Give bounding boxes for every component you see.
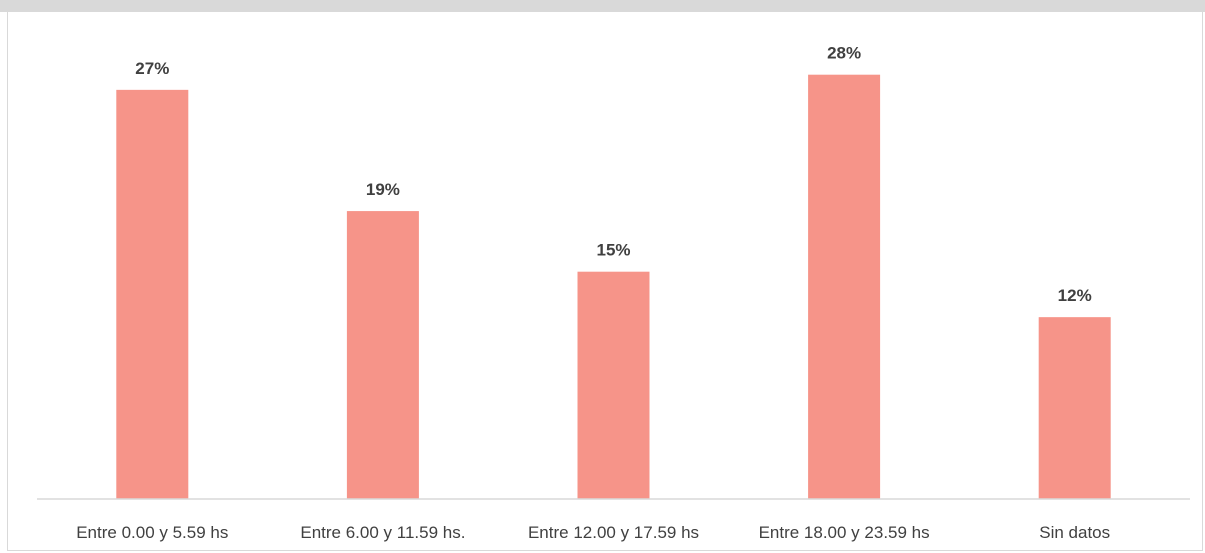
bar-3 (808, 74, 881, 500)
bar-0 (116, 89, 189, 499)
data-label-2: 15% (596, 241, 630, 260)
data-label-1: 19% (366, 180, 400, 199)
top-border-strip (0, 0, 1205, 12)
bar-2 (577, 271, 650, 499)
x-tick-label-4: Sin datos (1039, 523, 1110, 542)
data-label-4: 12% (1058, 286, 1092, 305)
bars-group (116, 74, 1111, 500)
bar-4 (1038, 317, 1111, 499)
x-tick-label-0: Entre 0.00 y 5.59 hs (76, 523, 228, 542)
x-tick-label-3: Entre 18.00 y 23.59 hs (759, 523, 930, 542)
bar-1 (346, 211, 419, 499)
x-tick-label-1: Entre 6.00 y 11.59 hs. (300, 523, 465, 542)
data-label-0: 27% (135, 59, 169, 78)
data-label-3: 28% (827, 44, 861, 63)
data-labels-group: 27% 19% 15% 28% 12% (135, 44, 1091, 305)
x-tick-labels-group: Entre 0.00 y 5.59 hs Entre 6.00 y 11.59 h… (76, 523, 1110, 542)
x-tick-label-2: Entre 12.00 y 17.59 hs (528, 523, 699, 542)
